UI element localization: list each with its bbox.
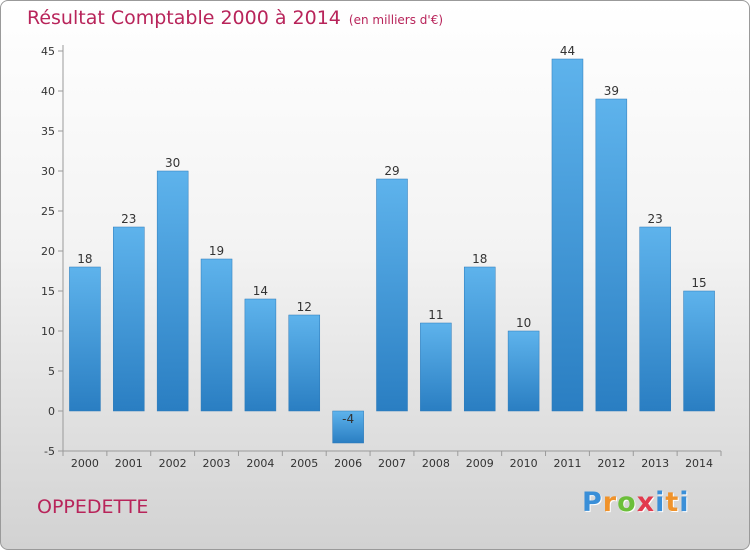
x-tick-label: 2006 xyxy=(334,457,362,470)
brand-letter: i xyxy=(679,487,690,518)
value-label: 39 xyxy=(604,84,619,98)
x-tick-label: 2000 xyxy=(71,457,99,470)
bar-2000 xyxy=(69,266,101,412)
value-label: 29 xyxy=(384,164,399,178)
value-label: 44 xyxy=(560,44,575,58)
value-label: 11 xyxy=(428,308,443,322)
y-tick-label: 30 xyxy=(41,165,55,178)
axes-group: -5 0 5 10 15 20 25 30 35 40 45 2000 2001 2002 2003 2004… xyxy=(41,45,722,470)
y-tick-label: 15 xyxy=(41,285,55,298)
bar-2009 xyxy=(463,266,496,412)
bar-2001 xyxy=(113,226,145,412)
bar-2004 xyxy=(244,298,277,412)
value-label: 30 xyxy=(165,156,180,170)
bar-2005 xyxy=(288,314,321,412)
y-tick-label: 35 xyxy=(41,125,55,138)
x-tick-label: 2002 xyxy=(159,457,187,470)
x-tick-label: 2012 xyxy=(597,457,625,470)
value-label: 10 xyxy=(516,316,531,330)
bar-2008 xyxy=(420,322,452,412)
bar-2012 xyxy=(595,98,628,412)
value-label: 18 xyxy=(77,252,92,266)
x-tick-label: 2007 xyxy=(378,457,406,470)
y-tick-label: 25 xyxy=(41,205,55,218)
y-tick-label: 5 xyxy=(48,365,55,378)
brand-letter: P xyxy=(582,487,603,518)
x-tick-label: 2009 xyxy=(466,457,494,470)
value-label: 23 xyxy=(121,212,136,226)
value-label: 14 xyxy=(253,284,268,298)
chart-title-unit: (en milliers d'€) xyxy=(348,13,444,27)
x-tick-label: 2010 xyxy=(510,457,538,470)
bar-2013 xyxy=(639,226,671,412)
x-tick-label: 2014 xyxy=(685,457,713,470)
y-tick-label: 0 xyxy=(48,405,55,418)
value-label: 18 xyxy=(472,252,487,266)
bar-2003 xyxy=(200,258,233,412)
x-tick-label: 2004 xyxy=(246,457,274,470)
value-label: 19 xyxy=(209,244,224,258)
y-tick-label: -5 xyxy=(44,445,55,458)
y-tick-label: 20 xyxy=(41,245,55,258)
x-tick-label: 2013 xyxy=(641,457,669,470)
brand-letter: t xyxy=(665,487,680,518)
chart-title: Résultat Comptable 2000 à 2014 (en millie… xyxy=(27,7,443,29)
chart-title-text: Résultat Comptable 2000 à 2014 xyxy=(27,7,341,29)
x-tick-label: 2003 xyxy=(203,457,231,470)
commune-name: OPPEDETTE xyxy=(37,496,149,518)
y-tick-label: 45 xyxy=(41,45,55,58)
brand-letter: r xyxy=(602,487,618,518)
bar-2010 xyxy=(507,330,540,412)
bar-2006 xyxy=(332,410,364,444)
bar-2011 xyxy=(551,58,584,412)
y-tick-label: 10 xyxy=(41,325,55,338)
value-label: 23 xyxy=(648,212,663,226)
y-tick-label: 40 xyxy=(41,85,55,98)
brand-letter: o xyxy=(617,487,637,518)
value-label: 15 xyxy=(691,276,706,290)
x-tick-label: 2008 xyxy=(422,457,450,470)
bar-2014 xyxy=(683,290,715,412)
brand-letter: x xyxy=(636,487,656,518)
bar-2002 xyxy=(156,170,189,412)
brand-logo[interactable]: Proxiti xyxy=(582,487,690,518)
x-tick-label: 2005 xyxy=(290,457,318,470)
value-label: -4 xyxy=(342,412,354,426)
brand-letter: i xyxy=(655,487,666,518)
labels-group: 18 23 30 19 14 12 -4 29 11 18 10 44 39 23 15 xyxy=(77,44,706,426)
bar-2007 xyxy=(376,178,408,412)
value-label: 12 xyxy=(297,300,312,314)
bars-group xyxy=(69,58,715,444)
x-tick-label: 2001 xyxy=(115,457,143,470)
x-tick-label: 2011 xyxy=(553,457,581,470)
